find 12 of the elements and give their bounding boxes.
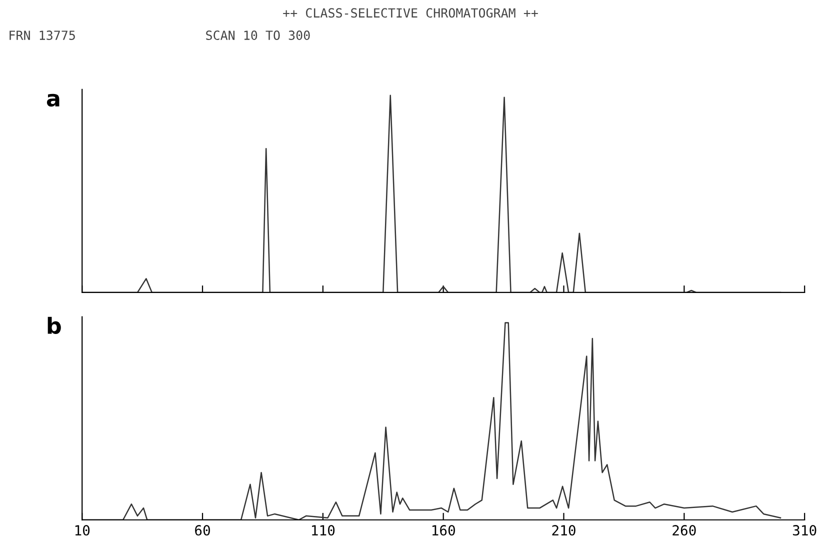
chart-title: a <box>46 94 60 107</box>
x-tick-label: 260 <box>672 525 696 536</box>
x-tick-label: 110 <box>312 525 335 536</box>
x-tick-label: 60 <box>195 525 210 536</box>
chart-title: b <box>48 316 61 334</box>
x-tick-label: 160 <box>432 525 455 536</box>
text: SCAN 10 TO 300 <box>206 30 310 40</box>
x-tick-label: 10 <box>75 525 90 536</box>
text: FRN 13775 <box>10 30 75 40</box>
x-tick-label: 310 <box>792 525 816 536</box>
x-tick-label: 210 <box>552 525 576 536</box>
text: ++ CLASS-SELECTIVE CHROMATOGRAM ++ <box>283 8 538 18</box>
